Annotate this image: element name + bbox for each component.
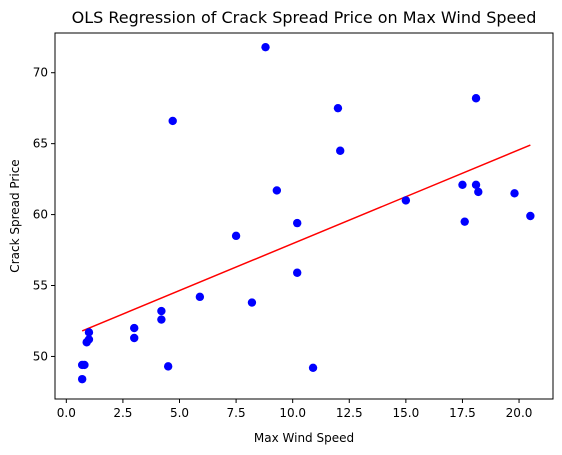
scatter-point (80, 360, 89, 370)
y-tick-label: 55 (33, 279, 48, 293)
y-tick-label: 50 (33, 349, 48, 363)
scatter-point (231, 231, 241, 241)
scatter-point (460, 217, 469, 226)
scatter-point (261, 42, 270, 52)
scatter-point (247, 298, 257, 307)
scatter-point (163, 362, 173, 371)
x-tick-label: 12.5 (336, 406, 363, 420)
scatter-point (471, 180, 481, 189)
x-axis-label: Max Wind Speed (254, 431, 354, 445)
x-tick-label: 20.0 (506, 406, 533, 420)
scatter-point (308, 363, 318, 372)
x-tick-label: 15.0 (393, 406, 420, 420)
scatter-point (130, 323, 139, 333)
scatter-point (272, 186, 282, 195)
scatter-point (526, 211, 535, 221)
y-axis: 50 55 60 65 70 (33, 66, 55, 363)
y-axis-label: Crack Spread Price (8, 159, 22, 272)
x-tick-label: 10.0 (279, 406, 306, 420)
scatter-point (293, 218, 302, 228)
scatter-point (168, 116, 177, 126)
scatter-point (293, 268, 302, 277)
scatter-point (401, 196, 411, 205)
regression-line (81, 144, 531, 332)
y-tick-label: 65 (33, 137, 48, 151)
scatter-point (130, 333, 139, 343)
scatter-point (458, 180, 467, 189)
x-tick-label: 5.0 (170, 406, 189, 420)
x-tick-label: 17.5 (449, 406, 476, 420)
scatter-points (77, 42, 535, 384)
regression-line-group (81, 144, 531, 332)
x-tick-label: 0.0 (57, 406, 76, 420)
chart-title: OLS Regression of Crack Spread Price on … (72, 8, 537, 27)
scatter-point (84, 328, 94, 337)
scatter-point (471, 94, 481, 103)
scatter-point (157, 315, 166, 324)
scatter-point (510, 189, 519, 198)
scatter-point (333, 103, 343, 113)
x-tick-label: 7.5 (227, 406, 246, 420)
scatter-point (195, 292, 205, 302)
plot-area (54, 32, 554, 400)
scatter-point (157, 306, 166, 316)
x-axis: 0.0 2.5 5.0 7.5 10.0 12.5 15.0 17.5 20.0 (57, 399, 533, 420)
y-tick-label: 70 (33, 66, 48, 80)
scatter-point (77, 374, 87, 384)
x-tick-label: 2.5 (113, 406, 132, 420)
scatter-point (336, 146, 345, 155)
scatter-point (474, 187, 483, 197)
scatter-point (84, 335, 94, 344)
y-tick-label: 60 (33, 208, 48, 222)
